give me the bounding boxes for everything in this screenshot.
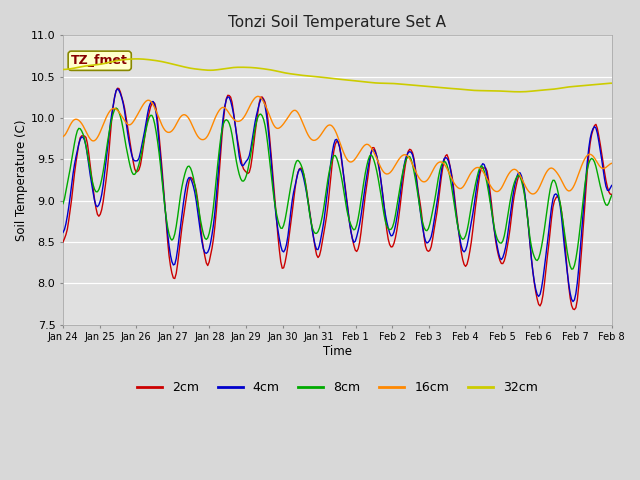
Title: Tonzi Soil Temperature Set A: Tonzi Soil Temperature Set A [228, 15, 446, 30]
Legend: 2cm, 4cm, 8cm, 16cm, 32cm: 2cm, 4cm, 8cm, 16cm, 32cm [132, 376, 543, 399]
Y-axis label: Soil Temperature (C): Soil Temperature (C) [15, 119, 28, 240]
Text: TZ_fmet: TZ_fmet [71, 54, 128, 67]
X-axis label: Time: Time [323, 345, 352, 358]
